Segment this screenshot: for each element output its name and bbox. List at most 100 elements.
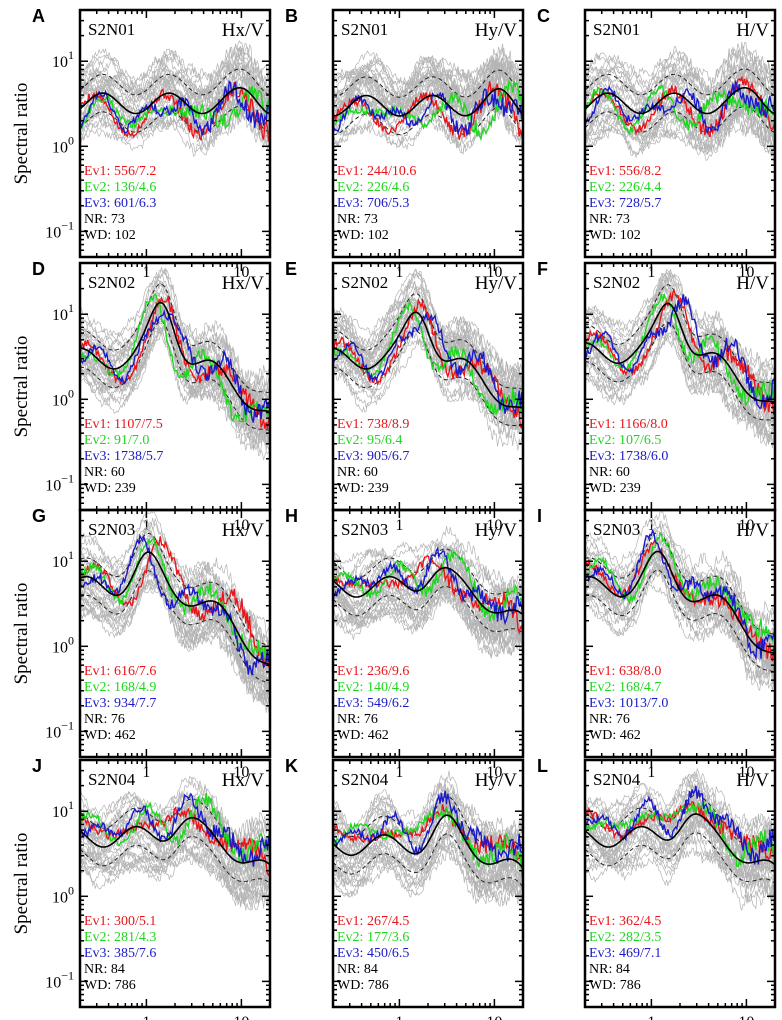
y-tick-label: 10−1 [45, 968, 74, 991]
ev1-label: Ev1: 1166/8.0 [589, 417, 668, 432]
ev2-curve [80, 537, 270, 662]
mean-plus-sigma [80, 532, 270, 647]
station-label: S2N02 [341, 273, 388, 292]
mean-minus-sigma [80, 835, 270, 884]
ev3-curve [585, 785, 775, 865]
ev3-curve [333, 313, 523, 416]
wd-label: WD: 239 [589, 481, 641, 496]
ev3-label: Ev3: 469/7.1 [589, 946, 661, 961]
panel-letter: D [32, 259, 45, 279]
mean-curve [585, 550, 775, 655]
component-label: Hy/V [475, 273, 518, 294]
station-label: S2N03 [341, 520, 388, 539]
ev3-curve [80, 80, 270, 136]
ev3-curve [80, 792, 270, 867]
component-label: Hy/V [475, 20, 518, 41]
y-tick-label: 100 [52, 133, 74, 156]
x-tick-label: 10 [486, 517, 502, 534]
ev1-label: Ev1: 267/4.5 [337, 914, 409, 929]
mean-curve [80, 816, 270, 866]
record-curve [333, 272, 523, 388]
wd-label: WD: 462 [84, 728, 136, 743]
mean-plus-sigma [585, 68, 775, 96]
x-tick-label: 1 [142, 517, 150, 534]
record-curve [80, 268, 270, 405]
ev3-curve [585, 294, 775, 409]
x-tick-label: 1 [395, 517, 403, 534]
component-label: Hx/V [222, 20, 265, 41]
ev2-label: Ev2: 168/4.7 [589, 680, 661, 695]
ev3-label: Ev3: 728/5.7 [589, 196, 661, 211]
mean-curve [333, 311, 523, 409]
station-label: S2N03 [88, 520, 135, 539]
plot-area [585, 41, 775, 164]
plot-area [333, 525, 523, 659]
ev2-label: Ev2: 95/6.4 [337, 433, 402, 448]
plot-area [333, 770, 523, 907]
y-tick-label: 10−1 [45, 471, 74, 494]
ev1-label: Ev1: 616/7.6 [84, 664, 156, 679]
ev1-label: Ev1: 638/8.0 [589, 664, 661, 679]
wd-label: WD: 239 [337, 481, 389, 496]
record-curve [333, 579, 523, 656]
x-tick-label: 1 [647, 764, 655, 781]
station-label: S2N01 [593, 20, 640, 39]
mean-minus-sigma [585, 832, 775, 884]
x-tick-label: 10 [233, 264, 249, 281]
record-curve [333, 804, 523, 889]
ev3-curve [80, 309, 270, 423]
ev3-curve [80, 533, 270, 676]
ev1-curve [585, 74, 775, 138]
record-curve [585, 331, 775, 449]
mean-curve [333, 566, 523, 616]
mean-minus-sigma [585, 321, 775, 422]
y-axis-label: Spectral ratio [11, 83, 32, 185]
ev2-label: Ev2: 281/4.3 [84, 930, 156, 945]
wd-label: WD: 786 [84, 978, 136, 993]
ev3-label: Ev3: 1013/7.0 [589, 696, 668, 711]
ev2-label: Ev2: 177/3.6 [337, 930, 409, 945]
y-tick-label: 10−1 [45, 718, 74, 741]
record-curve [333, 47, 523, 102]
x-tick-label: 1 [142, 764, 150, 781]
mean-minus-sigma [333, 585, 523, 634]
component-label: Hx/V [222, 520, 265, 541]
mean-minus-sigma [80, 570, 270, 684]
component-label: Hy/V [475, 770, 518, 791]
record-curve [333, 593, 523, 646]
y-tick-label: 101 [52, 548, 74, 571]
nr-label: NR: 73 [84, 212, 125, 227]
record-curve [80, 280, 270, 404]
station-label: S2N02 [593, 273, 640, 292]
ev2-label: Ev2: 107/6.5 [589, 433, 661, 448]
ev3-label: Ev3: 601/6.3 [84, 196, 156, 211]
ev2-label: Ev2: 168/4.9 [84, 680, 156, 695]
mean-curve [333, 814, 523, 869]
plot-area [585, 510, 775, 692]
x-tick-label: 1 [142, 1014, 150, 1020]
x-tick-label: 10 [233, 764, 249, 781]
mean-minus-sigma [585, 569, 775, 673]
ev1-label: Ev1: 236/9.6 [337, 664, 409, 679]
station-label: S2N02 [88, 273, 135, 292]
ev1-label: Ev1: 300/5.1 [84, 914, 156, 929]
ev2-label: Ev2: 282/3.5 [589, 930, 661, 945]
record-curve [333, 568, 523, 633]
ev1-curve [80, 536, 270, 669]
record-curve [333, 819, 523, 892]
wd-label: WD: 102 [84, 228, 136, 243]
mean-curve [80, 551, 270, 666]
record-curve [585, 569, 775, 685]
component-label: Hx/V [222, 273, 265, 294]
ev2-curve [80, 293, 270, 423]
wd-label: WD: 239 [84, 481, 136, 496]
record-curve [80, 559, 270, 684]
y-tick-label: 10−1 [45, 218, 74, 241]
record-curve [80, 517, 270, 659]
ev2-label: Ev2: 226/4.4 [589, 180, 661, 195]
